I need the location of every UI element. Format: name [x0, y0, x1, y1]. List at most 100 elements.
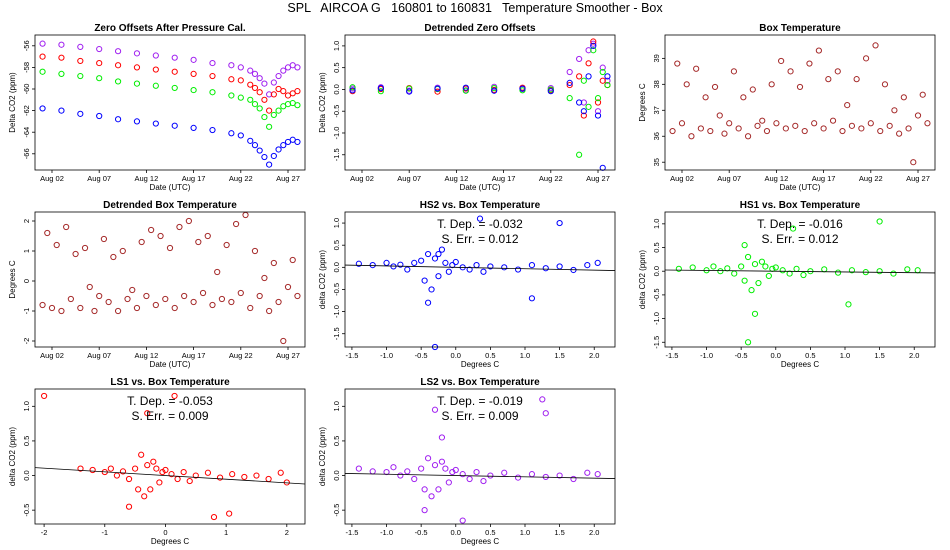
data-point-ls2	[421, 486, 428, 493]
data-point-ls2	[404, 468, 411, 475]
x-axis-label: Degrees C	[461, 360, 499, 369]
data-point-hs1	[406, 85, 413, 92]
data-point-box-temperature	[778, 57, 785, 65]
x-tick-label: 2.0	[909, 351, 919, 360]
data-point-hs1	[741, 242, 748, 249]
chart-title: Detrended Box Temperature	[103, 200, 237, 211]
x-tick-label: -2	[41, 528, 48, 537]
data-point-hs2	[585, 73, 592, 80]
data-point-hs2	[431, 255, 439, 262]
data-point-ls1	[186, 477, 193, 485]
data-points	[355, 396, 601, 524]
data-point-detrended-box-temperature	[199, 289, 207, 297]
chart-title: HS1 vs. Box Temperature	[740, 200, 861, 211]
data-point-hs2	[424, 250, 432, 258]
data-point-ls1	[171, 392, 178, 400]
data-point-ls2	[369, 468, 376, 475]
x-tick-label: -1.0	[380, 351, 393, 360]
data-point-ls1	[280, 88, 287, 95]
data-point-hs1	[237, 94, 244, 101]
data-point-ls1	[156, 479, 163, 486]
data-point-hs2	[556, 263, 563, 270]
data-point-box-temperature	[773, 120, 780, 127]
panel-ls1-vs-box: LS1 vs. Box Temperature -2 -1 0 1 2 1.0 0.5 0.0 -…	[8, 377, 306, 546]
data-point-hs2	[576, 99, 583, 106]
data-point-box-temperature	[683, 81, 690, 88]
data-point-hs2	[514, 266, 522, 273]
chart-title: HS2 vs. Box Temperature	[420, 200, 541, 211]
data-point-hs2	[491, 87, 498, 94]
data-point-hs2	[228, 130, 235, 137]
data-point-ls1	[171, 68, 178, 75]
data-point-hs1	[821, 266, 828, 273]
y-axis-label: Delta CO2 (ppm)	[8, 72, 17, 133]
data-point-ls1	[125, 475, 133, 483]
data-point-ls1	[41, 392, 48, 400]
data-point-hs1	[270, 111, 277, 119]
y-axis-label: Degrees C	[8, 260, 17, 298]
data-point-detrended-box-temperature	[162, 295, 169, 303]
data-point-hs2	[428, 286, 435, 293]
regression-line	[344, 473, 616, 479]
data-point-ls1	[216, 474, 224, 481]
data-point-ls2	[228, 62, 235, 69]
data-point-ls2	[431, 406, 439, 413]
data-point-hs1	[566, 95, 573, 102]
y-tick-label: -62	[22, 105, 31, 116]
data-point-hs1	[748, 287, 755, 294]
y-tick-label: 1.0	[332, 41, 341, 51]
data-point-hs1	[580, 77, 587, 84]
data-point-ls2	[431, 462, 439, 469]
data-point-hs1	[585, 103, 592, 110]
y-tick-label: -1.0	[332, 127, 341, 140]
y-tick-label: -58	[22, 62, 31, 73]
data-point-ls2	[590, 40, 597, 47]
data-point-hs1	[800, 271, 807, 279]
data-point-detrended-box-temperature	[48, 304, 56, 312]
data-point-box-temperature	[763, 127, 771, 135]
regression-line	[34, 467, 306, 485]
data-point-ls1	[144, 462, 151, 469]
data-point-box-temperature	[674, 60, 681, 67]
data-point-box-temperature	[896, 130, 903, 137]
panel-hs2-vs-box: HS2 vs. Box Temperature -1.5 -1.0 -0.5 0.0 0.…	[318, 200, 616, 369]
data-point-ls1	[237, 77, 244, 84]
data-point-ls2	[251, 70, 259, 77]
data-point-hs1	[738, 263, 745, 270]
data-point-detrended-box-temperature	[218, 295, 226, 303]
data-point-ls2	[424, 455, 432, 462]
panel-ls2-vs-box: LS2 vs. Box Temperature -1.5 -1.0 -0.5 0.0 0.…	[318, 377, 616, 546]
data-point-box-temperature	[688, 133, 695, 140]
data-point-ls2	[539, 396, 546, 403]
x-tick-label: 0.5	[485, 528, 495, 537]
panel-hs1-vs-box: HS1 vs. Box Temperature -1.5 -1.0 -0.5 0.0 0.…	[638, 200, 936, 369]
data-point-ls2	[383, 468, 390, 476]
data-point-detrended-box-temperature	[148, 226, 155, 234]
data-point-hs2	[251, 142, 259, 149]
data-point-detrended-box-temperature	[232, 220, 240, 228]
y-tick-label: 0.5	[332, 436, 341, 446]
y-tick-label: -1	[22, 308, 31, 315]
data-point-box-temperature	[768, 81, 775, 88]
data-point-box-temperature	[829, 117, 837, 124]
data-point-hs2	[445, 268, 452, 275]
data-point-hs2	[434, 85, 441, 92]
data-points	[349, 38, 611, 171]
data-point-detrended-box-temperature	[242, 211, 249, 219]
data-point-hs2	[462, 84, 469, 91]
x-tick-label: 0.5	[485, 351, 495, 360]
x-tick-label: -1.5	[345, 528, 358, 537]
chart-title: Zero Offsets After Pressure Cal.	[94, 23, 246, 34]
data-point-ls1	[247, 81, 254, 88]
y-tick-label: 0.5	[652, 242, 661, 252]
data-point-detrended-box-temperature	[275, 298, 282, 306]
data-point-box-temperature	[702, 94, 709, 101]
data-point-box-temperature	[872, 42, 879, 49]
data-point-detrended-box-temperature	[100, 235, 108, 243]
data-point-box-temperature	[730, 68, 738, 75]
data-point-detrended-box-temperature	[251, 247, 259, 255]
x-tick-label: -0.5	[415, 528, 428, 537]
y-tick-label: -0.5	[332, 504, 341, 517]
x-tick-label: Aug 12	[445, 174, 469, 183]
data-point-box-temperature	[834, 68, 841, 75]
